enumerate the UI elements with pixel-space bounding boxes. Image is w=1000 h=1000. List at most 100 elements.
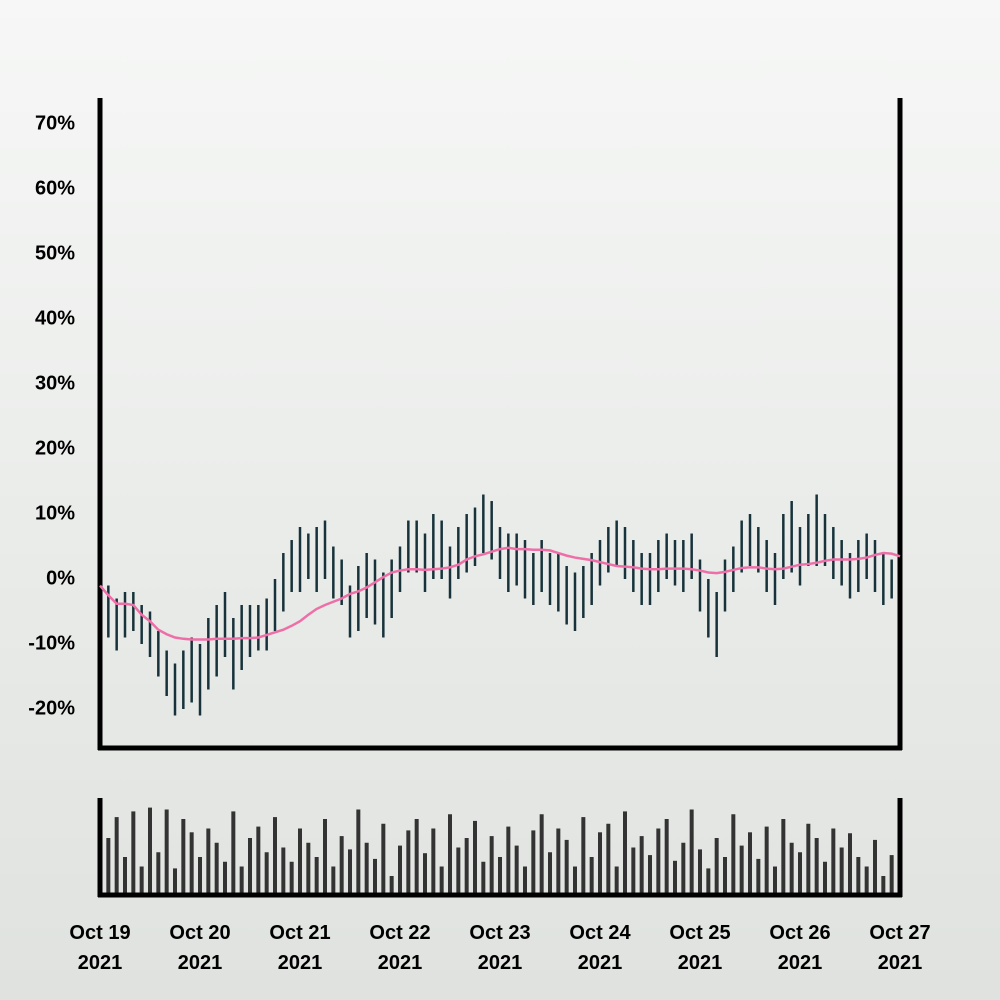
volume-bar bbox=[889, 855, 894, 895]
y-tick-label: 10% bbox=[35, 502, 75, 524]
volume-bar bbox=[648, 855, 652, 895]
volume-bar bbox=[848, 833, 852, 895]
volume-bar bbox=[248, 838, 252, 895]
volume-bar bbox=[598, 832, 602, 895]
volume-bar bbox=[364, 842, 369, 895]
volume-bar bbox=[414, 819, 419, 895]
volume-bar bbox=[873, 839, 877, 895]
volume-bar bbox=[698, 849, 702, 895]
volume-bar bbox=[881, 876, 886, 895]
volume-bar bbox=[481, 861, 486, 895]
volume-bar bbox=[456, 847, 461, 895]
volume-bar bbox=[614, 866, 619, 895]
volume-bar bbox=[289, 861, 294, 895]
y-tick-label: 40% bbox=[35, 307, 75, 329]
volume-bar bbox=[589, 857, 594, 895]
volume-bar bbox=[256, 826, 261, 895]
x-tick-label: Oct 21 2021 bbox=[269, 922, 331, 974]
volume-bar bbox=[506, 826, 511, 895]
moving-average bbox=[99, 546, 901, 641]
y-tick-label: 30% bbox=[35, 372, 75, 394]
volume-bar bbox=[814, 838, 819, 895]
volume-bar bbox=[656, 828, 661, 895]
volume-bar bbox=[498, 857, 502, 895]
volume-bar bbox=[214, 842, 219, 895]
volume-bar bbox=[864, 866, 869, 895]
volume-bar bbox=[106, 838, 111, 895]
volume-bar bbox=[273, 817, 277, 895]
volume-bar bbox=[123, 857, 127, 895]
volume-bar bbox=[356, 809, 361, 895]
volume-bar bbox=[139, 866, 144, 895]
volume-bar bbox=[306, 842, 311, 895]
volume-bar bbox=[348, 849, 352, 895]
volume-bar bbox=[714, 838, 719, 895]
volume-bar bbox=[789, 842, 794, 895]
volume-bar bbox=[264, 852, 269, 895]
volume-bar bbox=[773, 866, 777, 895]
volume-bar bbox=[448, 814, 452, 895]
volume-bar bbox=[539, 814, 544, 895]
volume-bar bbox=[681, 842, 686, 895]
y-tick-label: 20% bbox=[35, 437, 75, 459]
volume-bar bbox=[748, 832, 752, 895]
volume-bar bbox=[523, 866, 527, 895]
x-tick-label: Oct 20 2021 bbox=[169, 922, 231, 974]
y-tick-label: 0% bbox=[46, 567, 75, 589]
volume-bar bbox=[389, 876, 394, 895]
volume-bar bbox=[398, 845, 402, 895]
volume-bar bbox=[556, 828, 561, 895]
volume-bar bbox=[331, 866, 336, 895]
volume-bar bbox=[423, 853, 427, 895]
y-tick-label: -10% bbox=[28, 632, 75, 654]
volume-bar bbox=[514, 845, 519, 895]
volume-bar bbox=[339, 836, 344, 895]
volume-bar bbox=[689, 809, 694, 895]
volume-bar bbox=[581, 817, 586, 895]
volume-bar bbox=[406, 830, 411, 895]
x-tick-label: Oct 25 2021 bbox=[669, 922, 731, 974]
volume-bar bbox=[531, 830, 536, 895]
volume-bar bbox=[206, 828, 211, 895]
volume-bar bbox=[781, 819, 786, 895]
volume-bar bbox=[764, 826, 769, 895]
volume-bar bbox=[198, 857, 202, 895]
volume-bar bbox=[156, 852, 161, 895]
volume-bar bbox=[806, 823, 811, 895]
volume-bar bbox=[231, 811, 236, 895]
y-tick-label: 50% bbox=[35, 242, 75, 264]
volume-bar bbox=[239, 866, 244, 895]
x-tick-label: Oct 26 2021 bbox=[769, 922, 831, 974]
volume-bar bbox=[439, 866, 444, 895]
volume-bar bbox=[148, 807, 152, 895]
x-tick-label: Oct 23 2021 bbox=[469, 922, 531, 974]
volume-bar bbox=[573, 866, 577, 895]
volume-bar bbox=[606, 823, 611, 895]
y-tick-label: -20% bbox=[28, 697, 75, 719]
x-tick-label: Oct 22 2021 bbox=[369, 922, 431, 974]
volume-bar bbox=[431, 828, 436, 895]
volume-bar bbox=[723, 857, 727, 895]
volume-bar bbox=[823, 861, 827, 895]
volume-bar bbox=[739, 845, 744, 895]
volume-bar bbox=[464, 838, 469, 895]
volume-bar bbox=[623, 811, 627, 895]
x-tick-label: Oct 24 2021 bbox=[569, 922, 631, 974]
volume-bar bbox=[631, 847, 636, 895]
volume-bar bbox=[839, 847, 844, 895]
x-tick-label: Oct 19 2021 bbox=[69, 922, 131, 974]
volume-bar bbox=[664, 819, 669, 895]
volume-bar bbox=[373, 858, 377, 895]
volume-bar bbox=[189, 832, 194, 895]
volume-bar bbox=[831, 828, 836, 895]
volume-bar bbox=[731, 814, 736, 895]
x-tick-label: Oct 27 2021 bbox=[869, 922, 931, 974]
volume-bar bbox=[489, 836, 494, 895]
volume-bar bbox=[856, 857, 861, 895]
volume-bar bbox=[673, 860, 677, 895]
y-tick-label: 70% bbox=[35, 112, 75, 134]
volume-bar bbox=[798, 852, 802, 895]
volume-bar bbox=[173, 868, 177, 895]
